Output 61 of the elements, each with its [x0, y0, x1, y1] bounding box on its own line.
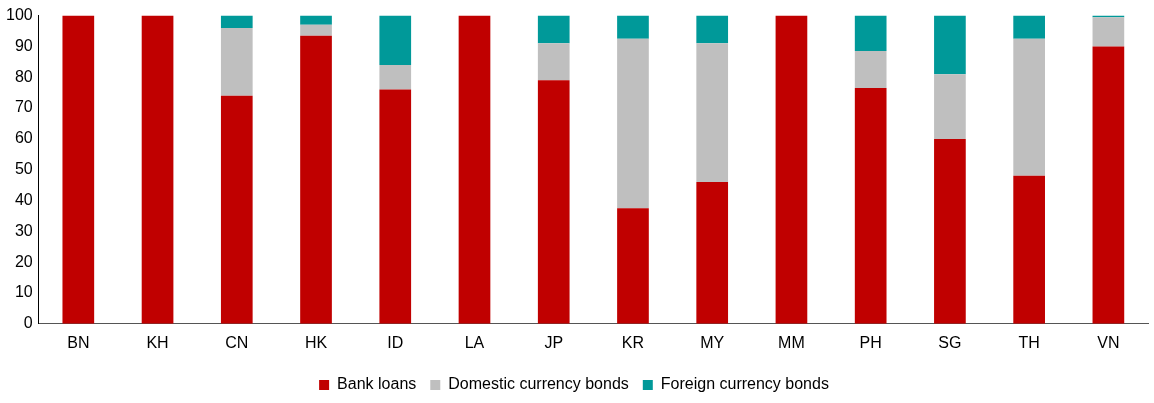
x-tick-label: VN — [1097, 333, 1120, 351]
legend-label: Foreign currency bonds — [660, 375, 829, 393]
bar — [537, 80, 570, 324]
bar — [537, 43, 570, 81]
y-tick-label: 20 — [14, 252, 33, 270]
bar — [458, 15, 491, 324]
y-tick-label: 30 — [14, 221, 33, 239]
y-tick-label: 100 — [5, 6, 33, 24]
bar — [220, 27, 253, 96]
bar — [854, 88, 887, 324]
x-tick-label: LA — [464, 333, 485, 351]
bar — [537, 15, 570, 44]
y-tick-label: 90 — [14, 36, 33, 54]
x-tick-label: JP — [544, 333, 564, 351]
x-tick-label: CN — [225, 333, 249, 351]
x-tick-label: KH — [146, 333, 169, 351]
y-tick-label: 50 — [14, 160, 33, 178]
bar — [1092, 46, 1125, 324]
bar — [696, 182, 729, 324]
x-tick-label: BN — [67, 333, 90, 351]
legend-label: Domestic currency bonds — [448, 375, 629, 393]
bar — [934, 15, 966, 75]
y-tick-label: 60 — [14, 129, 33, 147]
bar — [379, 89, 412, 324]
bar — [300, 35, 332, 324]
bar — [617, 208, 649, 324]
x-tick-label: ID — [387, 333, 404, 351]
bar — [300, 24, 332, 36]
bar — [696, 43, 729, 183]
bar — [379, 15, 412, 65]
bar — [141, 15, 174, 324]
bar — [220, 95, 253, 324]
x-tick-label: HK — [304, 333, 328, 351]
bar — [696, 15, 729, 44]
x-tick-label: PH — [859, 333, 882, 351]
bar — [1013, 38, 1045, 176]
x-tick-label: TH — [1018, 333, 1040, 351]
y-tick-label: 10 — [14, 283, 33, 301]
y-tick-label: 80 — [14, 67, 33, 85]
legend-label: Bank loans — [337, 375, 417, 393]
y-tick-label: 40 — [14, 190, 33, 208]
bar — [379, 64, 412, 90]
bar — [300, 15, 332, 25]
bar — [1013, 15, 1045, 39]
bar — [1092, 17, 1125, 47]
bar — [775, 15, 808, 324]
bar — [854, 15, 887, 52]
bar — [62, 15, 95, 324]
y-tick-label: 70 — [14, 98, 33, 116]
x-tick-label: MM — [778, 333, 805, 351]
y-tick-label: 0 — [23, 314, 33, 332]
bar — [617, 15, 649, 39]
bar — [220, 15, 253, 28]
x-tick-label: KR — [621, 333, 645, 351]
x-tick-label: MY — [700, 333, 725, 351]
bar — [854, 51, 887, 89]
bar — [934, 138, 966, 324]
x-tick-label: SG — [938, 333, 962, 351]
bar — [1013, 175, 1045, 324]
bar — [617, 38, 649, 209]
bar — [934, 74, 966, 139]
